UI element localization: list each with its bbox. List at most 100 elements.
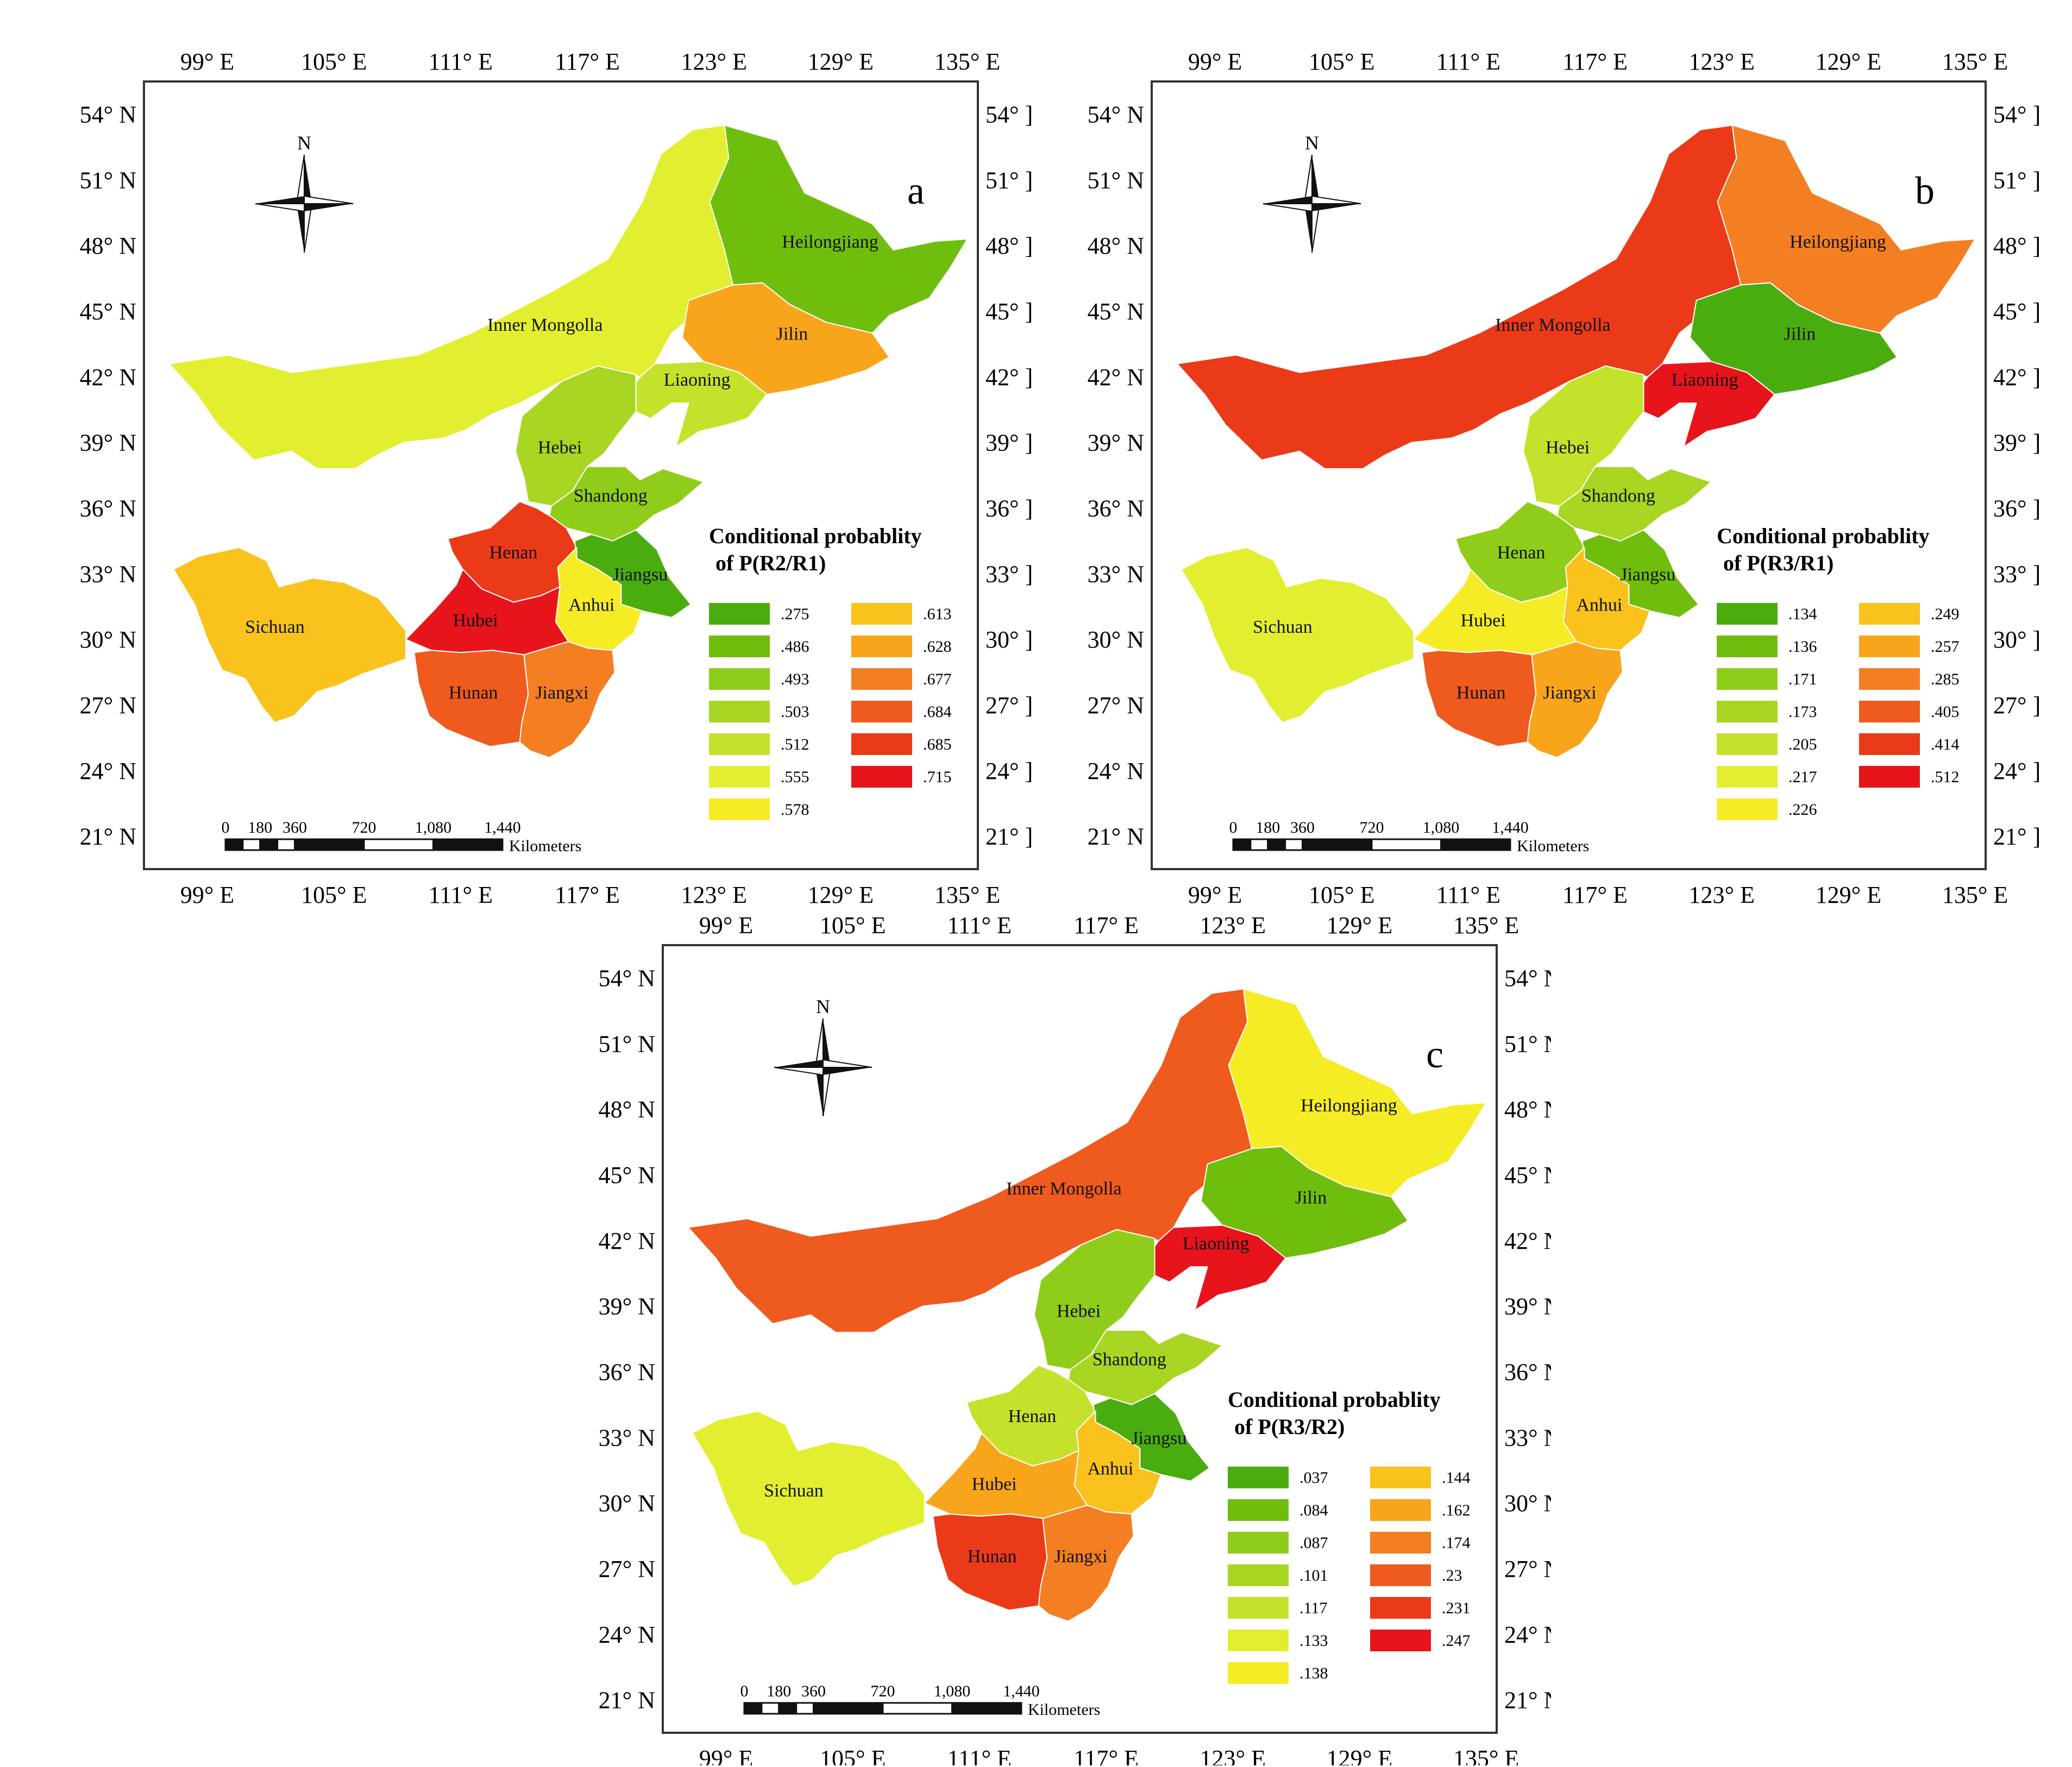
panel-label: b (1915, 169, 1935, 212)
lat-label-right: 39° ] (985, 430, 1032, 456)
legend-swatch (1717, 733, 1778, 755)
scale-bar-tick: 360 (282, 819, 307, 837)
scale-bar-tick: 180 (248, 819, 272, 837)
legend-class-label: .684 (923, 703, 952, 721)
province-label-hebei: Hebei (1546, 438, 1590, 458)
legend-swatch (1717, 798, 1778, 820)
province-label-hubei: Hubei (453, 611, 498, 631)
lat-label-left: 39° N (599, 1293, 655, 1320)
lat-label-right: 24° N (1504, 1621, 1551, 1648)
province-label-liaoning: Liaoning (1183, 1234, 1250, 1254)
lon-label-top: 129° E (808, 48, 874, 75)
province-heilongjiang (1228, 988, 1487, 1198)
scale-bar-tick: 1,440 (1492, 819, 1529, 837)
lon-label-top: 135° E (1453, 912, 1519, 939)
legend-swatch (851, 636, 912, 657)
legend-class-label: .144 (1442, 1469, 1471, 1487)
province-label-sichuan: Sichuan (764, 1481, 824, 1501)
map-frame (143, 80, 979, 870)
lon-label-bottom: 105° E (301, 882, 367, 908)
lat-label-right: 24° ] (1993, 758, 2040, 784)
legend-class-label: .23 (1442, 1567, 1462, 1584)
lat-label-right: 30° ] (1993, 626, 2040, 653)
legend-subtitle: of P(R3/R2) (1234, 1414, 1345, 1439)
lat-label-left: 27° N (1088, 692, 1144, 719)
lat-label-left: 42° N (80, 364, 136, 391)
lat-label-right: 45° N (1504, 1162, 1551, 1189)
lat-label-right: 33° ] (985, 561, 1032, 587)
lat-label-left: 51° N (1088, 167, 1144, 193)
lon-label-bottom: 135° E (1453, 1745, 1519, 1765)
province-label-hebei: Hebei (1057, 1301, 1101, 1322)
province-label-liaoning: Liaoning (664, 370, 731, 390)
legend-swatch (1859, 603, 1920, 625)
province-layer: Inner Mongolla Heilongjiang Jilin Liaoning H… (168, 124, 968, 758)
province-label-heilongjiang: Heilongjiang (1301, 1096, 1397, 1116)
province-label-inner-mongolla: Inner Mongolla (1495, 315, 1610, 335)
legend-swatch (1717, 636, 1778, 657)
lat-label-right: 51° N (1504, 1030, 1551, 1057)
legend-swatch (709, 668, 770, 690)
north-label: N (1305, 132, 1319, 154)
lat-label-left: 45° N (599, 1162, 655, 1189)
legend-class-label: .405 (1931, 703, 1960, 721)
lat-label-right: 51° ] (1993, 167, 2040, 193)
legend-swatch (851, 733, 912, 755)
lon-label-bottom: 135° E (934, 882, 1000, 908)
legend-class-label: .226 (1788, 801, 1817, 819)
lat-label-left: 27° N (599, 1556, 655, 1582)
province-label-jiangxi: Jiangxi (1543, 683, 1596, 703)
province-label-heilongjiang: Heilongjiang (1790, 232, 1886, 252)
province-hebei (514, 365, 637, 507)
lat-label-left: 48° N (1088, 232, 1144, 259)
legend-class-label: .205 (1788, 735, 1817, 753)
lat-label-left: 30° N (599, 1490, 655, 1517)
legend-class-label: .257 (1931, 638, 1960, 656)
legend-class-label: .555 (781, 768, 809, 786)
legend-class-label: .275 (781, 605, 809, 623)
legend-subtitle: of P(R2/R1) (715, 551, 826, 575)
legend-class-label: .249 (1931, 605, 1960, 623)
north-label: N (816, 996, 830, 1017)
lat-label-right: 54° ] (985, 101, 1032, 128)
province-label-anhui: Anhui (1087, 1459, 1133, 1479)
lat-label-left: 36° N (599, 1359, 655, 1385)
lat-label-right: 51° ] (985, 167, 1032, 193)
lat-label-left: 21° N (599, 1687, 655, 1714)
lon-label-top: 117° E (555, 48, 620, 75)
lon-label-top: 111° E (1436, 48, 1500, 75)
legend-class-label: .136 (1788, 638, 1817, 656)
province-label-jilin: Jilin (1295, 1187, 1327, 1208)
province-label-henan: Henan (1497, 543, 1546, 563)
lat-label-right: 42° ] (985, 364, 1032, 391)
legend-class-label: .715 (923, 768, 952, 786)
province-label-shandong: Shandong (1581, 486, 1655, 506)
lon-label-top: 123° E (1200, 912, 1265, 939)
lat-label-right: 27° N (1504, 1556, 1551, 1582)
province-sichuan (1181, 546, 1414, 724)
province-shandong (549, 466, 704, 542)
lon-label-top: 105° E (301, 48, 367, 75)
lat-label-left: 36° N (1088, 495, 1144, 521)
lon-label-bottom: 99° E (1188, 882, 1242, 908)
lat-label-left: 51° N (599, 1030, 655, 1057)
legend-swatch (1859, 668, 1920, 690)
province-label-henan: Henan (1008, 1406, 1057, 1426)
scale-bar-tick: 0 (740, 1682, 749, 1700)
lon-label-bottom: 111° E (1436, 882, 1500, 908)
province-heilongjiang (709, 124, 968, 334)
lon-label-bottom: 123° E (1200, 1745, 1265, 1765)
legend-class-label: .414 (1931, 735, 1960, 753)
legend-swatch (1228, 1467, 1289, 1488)
legend-class-label: .493 (781, 670, 809, 688)
province-hebei (1033, 1229, 1156, 1370)
panel-label: a (907, 169, 925, 212)
legend-class-label: .117 (1299, 1599, 1327, 1617)
legend-class-label: .285 (1931, 670, 1960, 688)
legend-subtitle: of P(R3/R1) (1723, 551, 1834, 575)
lat-label-right: 21° ] (1993, 823, 2040, 850)
lat-label-left: 30° N (80, 626, 136, 653)
legend-swatch (851, 603, 912, 625)
